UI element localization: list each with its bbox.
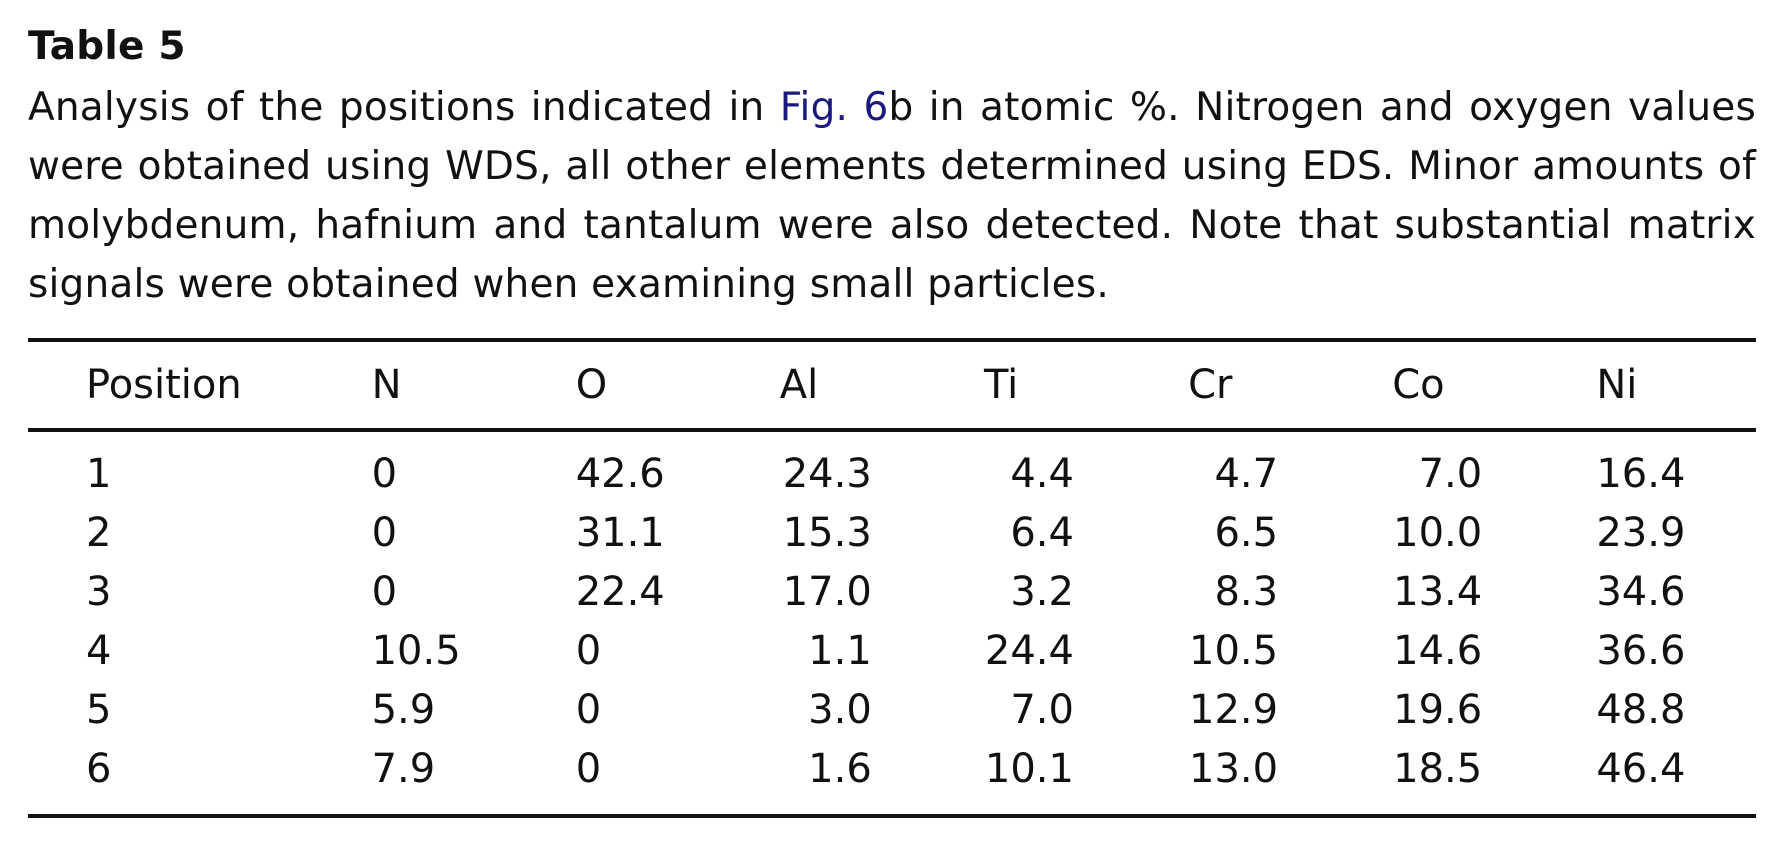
- value-cr: 13.0: [1189, 745, 1279, 792]
- table-row: 1 0 42.6 24.3 4.4 4.7 7.0 16.4: [28, 430, 1756, 503]
- cell-o: 0: [575, 686, 602, 733]
- cell-position: 4: [86, 627, 112, 674]
- value-co: 13.4: [1393, 568, 1483, 615]
- cell-cr: 10.5: [1188, 621, 1392, 680]
- cell-o: 0: [575, 745, 602, 792]
- value-co: 19.6: [1393, 686, 1483, 733]
- value-co: 18.5: [1393, 745, 1483, 792]
- figure-link[interactable]: Fig. 6: [779, 85, 889, 130]
- value-al: 17.0: [782, 568, 872, 615]
- value-al: 1.1: [808, 627, 872, 674]
- table-caption: Analysis of the positions indicated in F…: [28, 78, 1756, 314]
- cell-cr: 8.3: [1188, 562, 1392, 621]
- cell-ni: 23.9: [1596, 509, 1686, 556]
- header-ti: Ti: [983, 362, 1019, 408]
- cell-n: 10.5: [371, 627, 461, 674]
- cell-co: 14.6: [1392, 621, 1596, 680]
- cell-al: 1.6: [780, 739, 984, 816]
- cell-ni: 34.6: [1596, 568, 1686, 615]
- cell-position: 5: [86, 686, 112, 733]
- value-ti: 4.4: [1010, 450, 1074, 497]
- table-title: Table 5: [28, 24, 186, 69]
- cell-n: 0: [371, 568, 398, 615]
- caption-text-post: b in atomic %. Nitrogen and oxygen value…: [28, 85, 1756, 307]
- cell-ti: 24.4: [984, 621, 1188, 680]
- cell-n: 0: [371, 450, 398, 497]
- value-co: 14.6: [1393, 627, 1483, 674]
- cell-al: 24.3: [780, 430, 984, 503]
- cell-ni: 46.4: [1596, 745, 1686, 792]
- value-ti: 6.4: [1010, 509, 1074, 556]
- cell-ti: 10.1: [984, 739, 1188, 816]
- cell-al: 15.3: [780, 503, 984, 562]
- cell-ti: 4.4: [984, 430, 1188, 503]
- cell-o: 22.4: [575, 568, 665, 615]
- table-body: 1 0 42.6 24.3 4.4 4.7 7.0 16.4 2 0 31.1 …: [28, 430, 1756, 816]
- cell-position: 2: [86, 509, 112, 556]
- table-row: 2 0 31.1 15.3 6.4 6.5 10.0 23.9: [28, 503, 1756, 562]
- cell-co: 19.6: [1392, 680, 1596, 739]
- value-cr: 6.5: [1214, 509, 1279, 556]
- cell-o: 42.6: [575, 450, 665, 497]
- header-cr: Cr: [1188, 362, 1233, 408]
- cell-co: 10.0: [1392, 503, 1596, 562]
- header-n: N: [371, 362, 402, 408]
- value-co: 10.0: [1393, 509, 1483, 556]
- value-ti: 24.4: [984, 627, 1074, 674]
- table-block: Table 5 Analysis of the positions indica…: [28, 20, 1756, 816]
- caption-text-pre: Analysis of the positions indicated in: [28, 85, 780, 130]
- cell-al: 3.0: [780, 680, 984, 739]
- header-al: Al: [779, 362, 819, 408]
- header-co: Co: [1392, 362, 1445, 408]
- header-ni: Ni: [1596, 362, 1638, 408]
- cell-al: 1.1: [780, 621, 984, 680]
- value-al: 15.3: [782, 509, 872, 556]
- cell-n: 0: [371, 509, 398, 556]
- table-row: 4 10.5 0 1.1 24.4 10.5 14.6 36.6: [28, 621, 1756, 680]
- cell-o: 0: [575, 627, 602, 674]
- cell-position: 1: [86, 450, 112, 497]
- value-al: 1.6: [808, 745, 872, 792]
- table-header-row: Position N O Al Ti Cr Co Ni: [28, 340, 1756, 430]
- header-position: Position: [86, 362, 242, 408]
- cell-co: 18.5: [1392, 739, 1596, 816]
- cell-ni: 48.8: [1596, 686, 1686, 733]
- cell-position: 3: [86, 568, 112, 615]
- cell-ni: 36.6: [1596, 627, 1686, 674]
- table-row: 3 0 22.4 17.0 3.2 8.3 13.4 34.6: [28, 562, 1756, 621]
- cell-ni: 16.4: [1596, 450, 1686, 497]
- cell-cr: 13.0: [1188, 739, 1392, 816]
- cell-al: 17.0: [780, 562, 984, 621]
- value-co: 7.0: [1418, 450, 1483, 497]
- cell-o: 31.1: [575, 509, 665, 556]
- value-ti: 7.0: [1010, 686, 1074, 733]
- data-table: Position N O Al Ti Cr Co Ni 1 0 42.6 24.…: [28, 338, 1756, 818]
- value-cr: 12.9: [1189, 686, 1279, 733]
- cell-cr: 12.9: [1188, 680, 1392, 739]
- header-o: O: [575, 362, 608, 408]
- table-row: 6 7.9 0 1.6 10.1 13.0 18.5 46.4: [28, 739, 1756, 816]
- value-al: 3.0: [808, 686, 872, 733]
- value-cr: 4.7: [1214, 450, 1279, 497]
- cell-cr: 4.7: [1188, 430, 1392, 503]
- cell-n: 7.9: [371, 745, 436, 792]
- cell-ti: 3.2: [984, 562, 1188, 621]
- cell-co: 13.4: [1392, 562, 1596, 621]
- value-ti: 10.1: [984, 745, 1074, 792]
- cell-position: 6: [86, 745, 112, 792]
- value-ti: 3.2: [1010, 568, 1074, 615]
- table-row: 5 5.9 0 3.0 7.0 12.9 19.6 48.8: [28, 680, 1756, 739]
- cell-co: 7.0: [1392, 430, 1596, 503]
- value-al: 24.3: [782, 450, 872, 497]
- cell-ti: 7.0: [984, 680, 1188, 739]
- cell-n: 5.9: [371, 686, 436, 733]
- value-cr: 8.3: [1214, 568, 1279, 615]
- cell-cr: 6.5: [1188, 503, 1392, 562]
- value-cr: 10.5: [1189, 627, 1279, 674]
- cell-ti: 6.4: [984, 503, 1188, 562]
